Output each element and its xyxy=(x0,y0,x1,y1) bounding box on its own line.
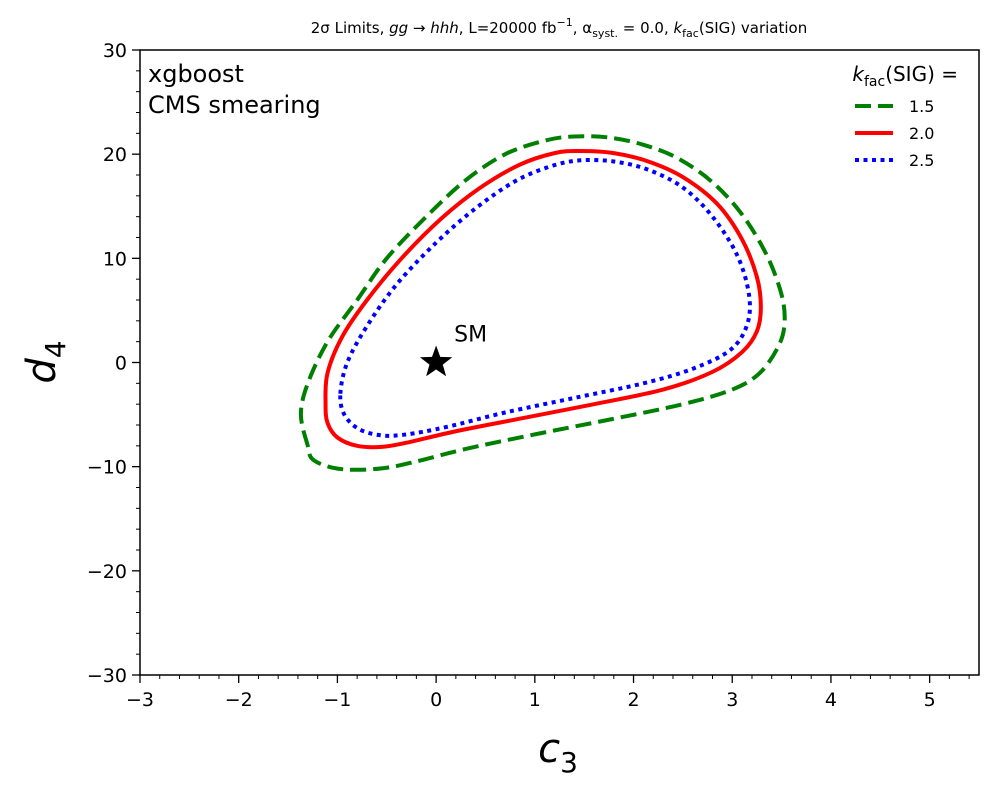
y-tick-label: 20 xyxy=(103,144,127,166)
sm-layer: SM xyxy=(419,323,487,377)
series-contour-2-5 xyxy=(338,157,752,438)
legend-label: 1.5 xyxy=(909,97,934,116)
y-axis-title: d4 xyxy=(19,340,72,383)
sm-label: SM xyxy=(454,323,487,348)
title-process: gg → hhh xyxy=(389,19,459,37)
y-tick-label: −20 xyxy=(87,561,127,583)
y-tick-label: 10 xyxy=(103,248,127,270)
x-axis-title: c3 xyxy=(538,726,578,779)
series-contour-1-5 xyxy=(298,134,787,472)
sm-star-marker xyxy=(419,345,453,377)
legend-title-k: k xyxy=(852,62,865,86)
legend: kfac(SIG) = 1.5 2.0 2.5 xyxy=(852,62,958,170)
y-axis-title-subscript: 4 xyxy=(39,340,72,358)
legend-title: kfac(SIG) = xyxy=(852,62,958,90)
title-superscript: −1 xyxy=(557,16,573,29)
legend-title-subscript: fac xyxy=(864,74,885,90)
title-part: 2σ Limits, xyxy=(311,19,389,37)
x-tick-label: −2 xyxy=(225,689,253,711)
x-tick-label: 4 xyxy=(825,689,837,711)
title-part: , L=20000 fb xyxy=(459,19,557,37)
title-part: = 0.0, xyxy=(618,19,674,37)
y-tick-label: 0 xyxy=(115,353,127,375)
x-tick-label: 2 xyxy=(627,689,639,711)
title-part: (SIG) variation xyxy=(699,19,807,37)
series-layer xyxy=(298,134,787,472)
x-tick-label: −3 xyxy=(126,689,154,711)
plot-frame xyxy=(139,49,980,676)
x-tick-label: 1 xyxy=(529,689,541,711)
x-tick-label: 5 xyxy=(924,689,936,711)
annotation-line-1: xgboost xyxy=(148,60,244,88)
y-tick-label: 30 xyxy=(103,40,127,62)
legend-label: 2.5 xyxy=(909,151,934,170)
x-tick-label: −1 xyxy=(323,689,351,711)
y-axis-title-main: d xyxy=(19,358,65,384)
title-k: k xyxy=(673,19,683,37)
x-axis-title-main: c xyxy=(538,726,560,772)
legend-label: 2.0 xyxy=(909,124,934,143)
chart-title: 2σ Limits, gg → hhh, L=20000 fb−1, αsyst… xyxy=(311,16,807,40)
annotation-line-2: CMS smearing xyxy=(148,91,321,119)
legend-items: 1.5 2.0 2.5 xyxy=(855,97,934,170)
y-tick-label: −10 xyxy=(87,457,127,479)
series-contour-2-0 xyxy=(323,149,763,450)
title-part: , α xyxy=(573,19,593,37)
x-tick-label: 0 xyxy=(430,689,442,711)
legend-title-rest: (SIG) = xyxy=(885,62,958,86)
title-subscript: fac xyxy=(682,27,699,40)
x-tick-label: 3 xyxy=(726,689,738,711)
title-subscript: syst. xyxy=(592,27,618,40)
x-axis-title-subscript: 3 xyxy=(560,746,578,779)
y-tick-label: −30 xyxy=(87,665,127,687)
